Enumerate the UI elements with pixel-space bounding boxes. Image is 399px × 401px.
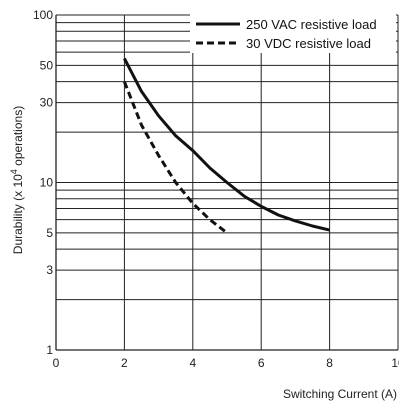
y-tick-label: 3 [46, 263, 53, 277]
y-axis-label: Durability (x 104 operations) [9, 106, 25, 254]
series-line-30vdc [123, 81, 228, 235]
y-tick-label: 50 [40, 58, 54, 72]
y-axis-label-tail: operations) [11, 106, 25, 169]
legend: 250 VAC resistive load 30 VDC resistive … [190, 12, 396, 53]
y-tick-label: 100 [33, 8, 53, 22]
tick-labels: 0 2 4 6 8 10 1 3 5 10 30 50 100 [33, 8, 399, 370]
legend-box [190, 12, 396, 53]
y-tick-label: 5 [46, 226, 53, 240]
y-axis-label-main: Durability (x 10 [11, 174, 25, 254]
x-tick-label: 10 [391, 356, 399, 370]
x-tick-label: 0 [53, 356, 60, 370]
x-tick-label: 2 [121, 356, 128, 370]
series-line-250vac [123, 57, 330, 232]
y-axis-label-exponent: 4 [9, 169, 19, 174]
x-tick-label: 4 [189, 356, 196, 370]
legend-label-30vdc: 30 VDC resistive load [246, 36, 371, 51]
y-tick-label: 1 [46, 343, 53, 357]
legend-label-250vac: 250 VAC resistive load [246, 17, 377, 32]
y-tick-label: 10 [40, 176, 54, 190]
x-tick-label: 6 [258, 356, 265, 370]
series-lines [123, 57, 330, 235]
x-axis-label: Switching Current (A) [283, 387, 397, 401]
x-tick-label: 8 [326, 356, 333, 370]
y-tick-label: 30 [40, 96, 54, 110]
